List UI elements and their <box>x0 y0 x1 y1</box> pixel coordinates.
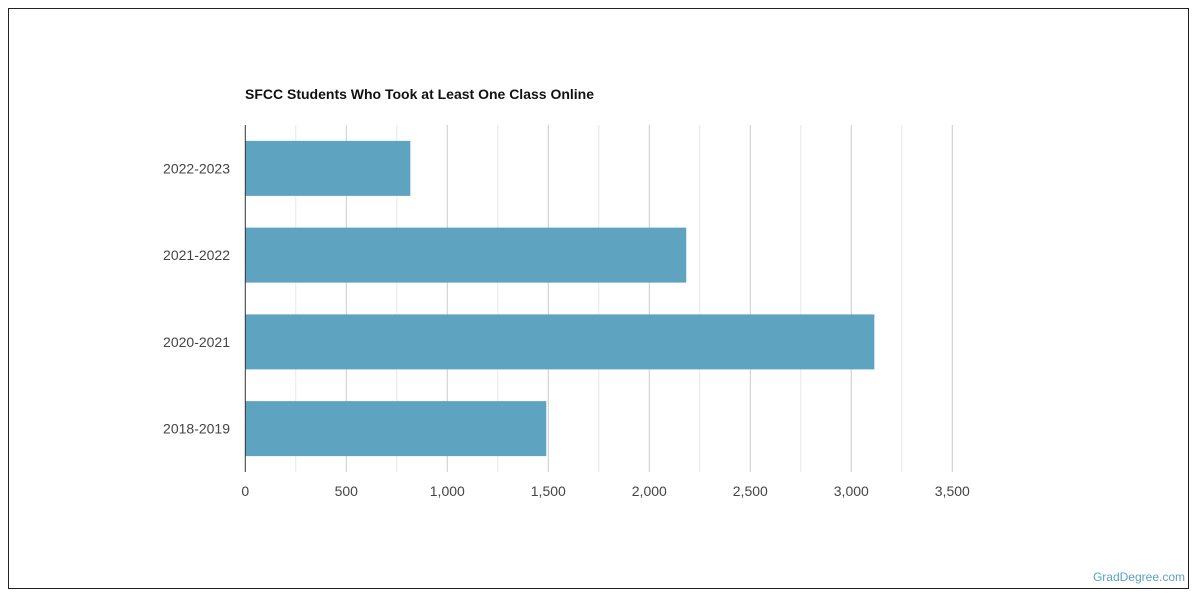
x-tick-label: 1,500 <box>531 483 566 499</box>
y-category-label: 2021-2022 <box>163 247 230 263</box>
x-tick-label: 0 <box>241 483 249 499</box>
bar-2018-2019 <box>245 401 547 457</box>
chart-title: SFCC Students Who Took at Least One Clas… <box>245 86 595 102</box>
x-tick-label: 2,000 <box>632 483 667 499</box>
chart-frame <box>8 8 1189 589</box>
bar-2020-2021 <box>245 314 875 370</box>
y-category-label: 2022-2023 <box>163 160 230 176</box>
x-tick-label: 500 <box>335 483 359 499</box>
x-tick-label: 3,500 <box>935 483 970 499</box>
bar-2021-2022 <box>245 227 687 283</box>
y-category-label: 2020-2021 <box>163 334 230 350</box>
source-credit-link[interactable]: GradDegree.com <box>1092 570 1185 584</box>
x-tick-label: 2,500 <box>733 483 768 499</box>
x-tick-label: 3,000 <box>834 483 869 499</box>
x-tick-label: 1,000 <box>430 483 465 499</box>
y-category-label: 2018-2019 <box>163 421 230 437</box>
bar-2022-2023 <box>245 140 411 196</box>
